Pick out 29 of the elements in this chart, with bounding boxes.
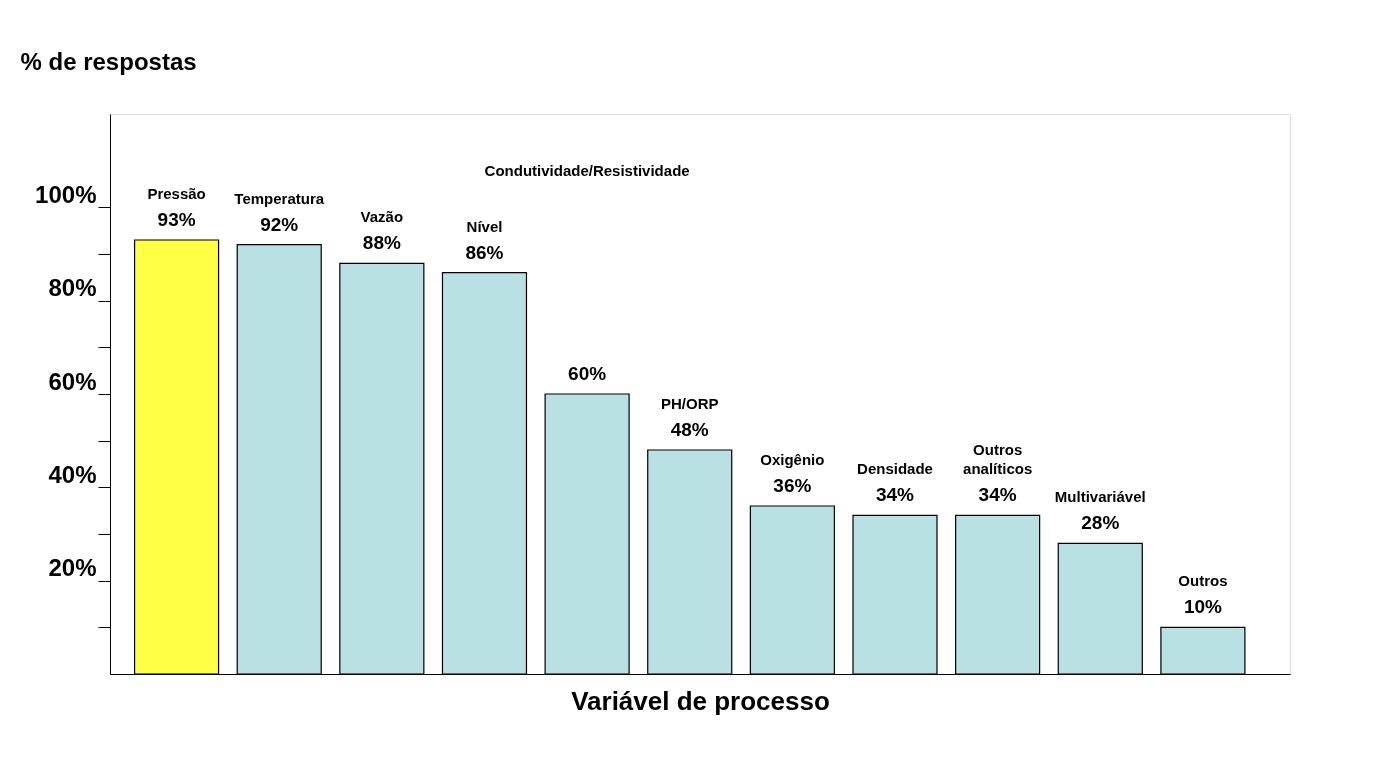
data-label: 88%: [362, 232, 401, 254]
data-label: 93%: [157, 209, 196, 230]
x-tick-label: Densidade: [857, 460, 933, 478]
data-label: 36%: [773, 475, 812, 496]
x-tick-label: PH/ORP: [660, 395, 719, 412]
y-tick-label: 40%: [48, 460, 97, 488]
data-label: 28%: [1081, 512, 1120, 534]
x-tick-label: Multivariável: [1054, 488, 1146, 506]
x-tick-label: Oxigênio: [760, 451, 825, 468]
data-label: 86%: [465, 241, 504, 263]
data-label: 48%: [670, 419, 709, 440]
y-tick-label: 100%: [35, 180, 97, 208]
x-tick-label: Condutividade/Resistividade: [484, 162, 690, 179]
x-tick-label: Pressão: [147, 185, 206, 202]
x-tick-label: Outros: [1178, 572, 1228, 590]
x-tick-label: Outros analíticos: [963, 441, 1033, 478]
data-label: 60%: [568, 363, 607, 384]
data-label: 34%: [875, 484, 915, 506]
data-label: 10%: [1183, 596, 1223, 618]
y-tick-label: 60%: [48, 367, 97, 395]
x-tick-label: Temperatura: [234, 189, 325, 207]
data-label: 92%: [260, 213, 299, 235]
x-tick-label: Vazão: [360, 208, 404, 226]
data-label: 34%: [978, 484, 1017, 506]
y-tick-label: 80%: [48, 274, 97, 302]
x-tick-label: Nível: [466, 217, 503, 235]
y-tick-label: 20%: [48, 554, 97, 582]
x-axis-title: Variável de processo: [571, 685, 830, 716]
y-axis-title: % de respostas: [20, 47, 197, 75]
